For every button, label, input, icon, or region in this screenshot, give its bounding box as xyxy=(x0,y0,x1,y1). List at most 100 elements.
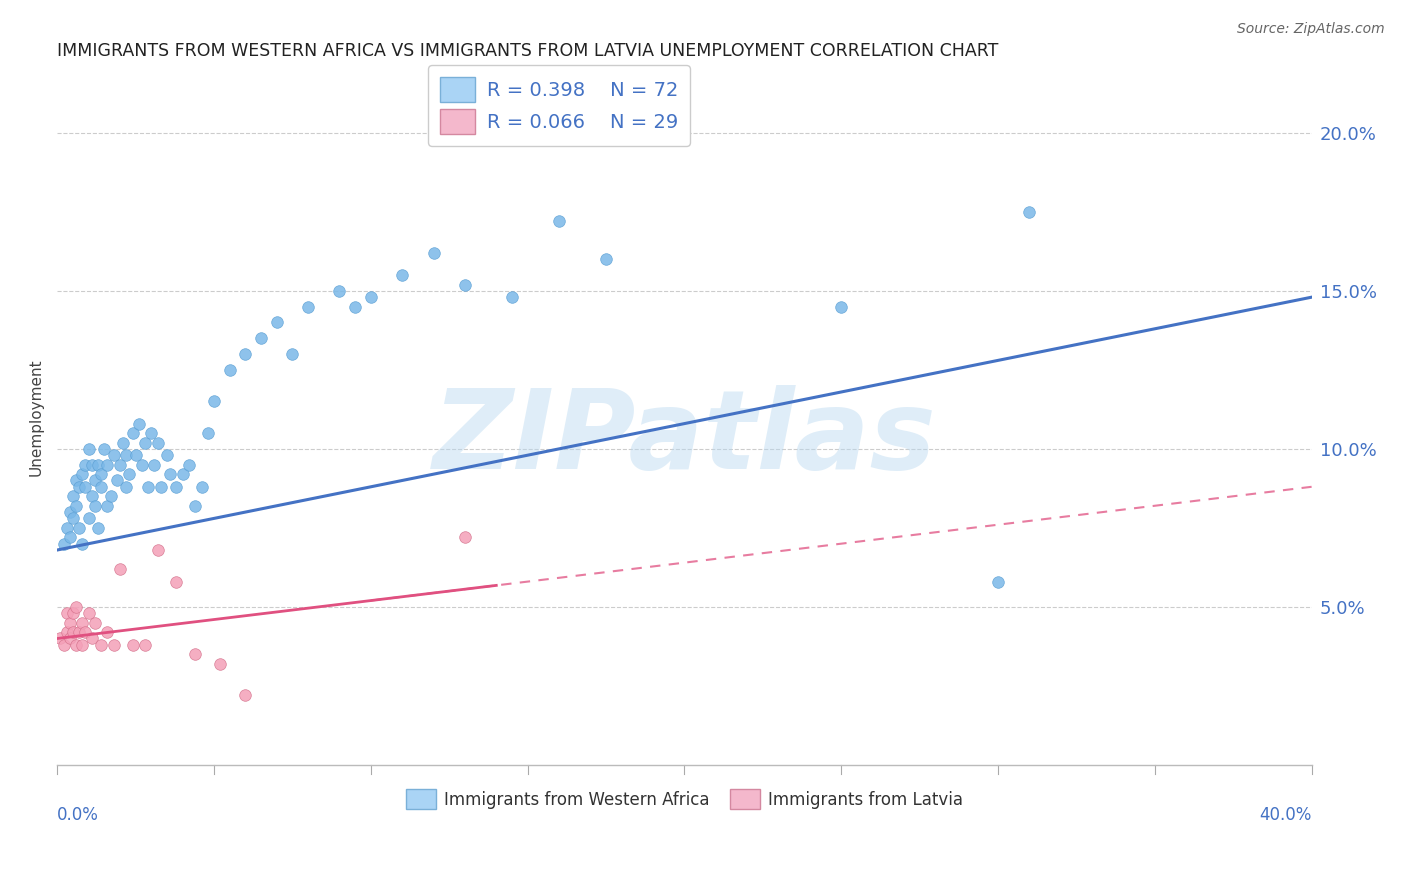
Point xyxy=(172,467,194,482)
Point xyxy=(62,606,84,620)
Point xyxy=(80,458,103,472)
Point xyxy=(159,467,181,482)
Point xyxy=(90,480,112,494)
Text: ZIPatlas: ZIPatlas xyxy=(433,384,936,491)
Point xyxy=(75,480,97,494)
Point xyxy=(75,458,97,472)
Point xyxy=(235,689,257,703)
Point xyxy=(105,474,128,488)
Point xyxy=(548,214,571,228)
Point xyxy=(65,499,87,513)
Point xyxy=(184,648,207,662)
Point xyxy=(96,458,118,472)
Legend: Immigrants from Western Africa, Immigrants from Latvia: Immigrants from Western Africa, Immigran… xyxy=(406,789,963,809)
Point xyxy=(830,300,852,314)
Point xyxy=(96,625,118,640)
Point xyxy=(156,448,179,462)
Point xyxy=(67,625,90,640)
Text: IMMIGRANTS FROM WESTERN AFRICA VS IMMIGRANTS FROM LATVIA UNEMPLOYMENT CORRELATIO: IMMIGRANTS FROM WESTERN AFRICA VS IMMIGR… xyxy=(58,42,998,60)
Point xyxy=(103,448,125,462)
Point xyxy=(250,331,273,345)
Point xyxy=(235,347,257,361)
Point xyxy=(108,458,131,472)
Point xyxy=(100,489,122,503)
Point xyxy=(266,316,288,330)
Point xyxy=(55,625,77,640)
Point xyxy=(177,458,200,472)
Point xyxy=(59,632,82,646)
Point xyxy=(65,474,87,488)
Point xyxy=(65,599,87,614)
Point xyxy=(202,394,225,409)
Point xyxy=(67,480,90,494)
Point xyxy=(80,489,103,503)
Point xyxy=(77,442,100,456)
Point xyxy=(595,252,617,267)
Text: 40.0%: 40.0% xyxy=(1260,806,1312,824)
Y-axis label: Unemployment: Unemployment xyxy=(30,359,44,476)
Point xyxy=(62,489,84,503)
Point xyxy=(52,537,75,551)
Point xyxy=(281,347,304,361)
Point xyxy=(501,290,523,304)
Point xyxy=(72,638,94,652)
Point xyxy=(121,426,143,441)
Point xyxy=(184,499,207,513)
Point xyxy=(87,458,110,472)
Point xyxy=(59,615,82,630)
Point xyxy=(128,417,150,431)
Point xyxy=(52,638,75,652)
Point xyxy=(55,606,77,620)
Point xyxy=(59,530,82,544)
Point xyxy=(103,638,125,652)
Point xyxy=(83,499,105,513)
Point xyxy=(67,521,90,535)
Point xyxy=(141,426,163,441)
Point xyxy=(108,562,131,576)
Point xyxy=(149,480,172,494)
Point xyxy=(77,606,100,620)
Point xyxy=(118,467,141,482)
Point xyxy=(112,435,135,450)
Point xyxy=(96,499,118,513)
Point xyxy=(197,426,219,441)
Point xyxy=(72,467,94,482)
Point xyxy=(115,448,138,462)
Point xyxy=(454,277,477,292)
Point xyxy=(72,615,94,630)
Point xyxy=(360,290,382,304)
Point xyxy=(146,435,169,450)
Point xyxy=(55,521,77,535)
Point xyxy=(190,480,212,494)
Point xyxy=(83,615,105,630)
Point xyxy=(121,638,143,652)
Point xyxy=(59,505,82,519)
Point xyxy=(165,574,187,589)
Point xyxy=(62,625,84,640)
Point xyxy=(218,363,240,377)
Point xyxy=(987,574,1010,589)
Point xyxy=(62,511,84,525)
Point xyxy=(131,458,153,472)
Point xyxy=(80,632,103,646)
Point xyxy=(344,300,367,314)
Point xyxy=(297,300,319,314)
Point xyxy=(328,284,350,298)
Point xyxy=(1018,205,1040,219)
Point xyxy=(77,511,100,525)
Point xyxy=(143,458,166,472)
Point xyxy=(87,521,110,535)
Point xyxy=(136,480,159,494)
Point xyxy=(90,638,112,652)
Point xyxy=(90,467,112,482)
Point xyxy=(72,537,94,551)
Point xyxy=(83,474,105,488)
Point xyxy=(454,530,477,544)
Point xyxy=(134,638,156,652)
Text: 0.0%: 0.0% xyxy=(58,806,100,824)
Point xyxy=(93,442,115,456)
Text: Source: ZipAtlas.com: Source: ZipAtlas.com xyxy=(1237,22,1385,37)
Point xyxy=(75,625,97,640)
Point xyxy=(134,435,156,450)
Point xyxy=(115,480,138,494)
